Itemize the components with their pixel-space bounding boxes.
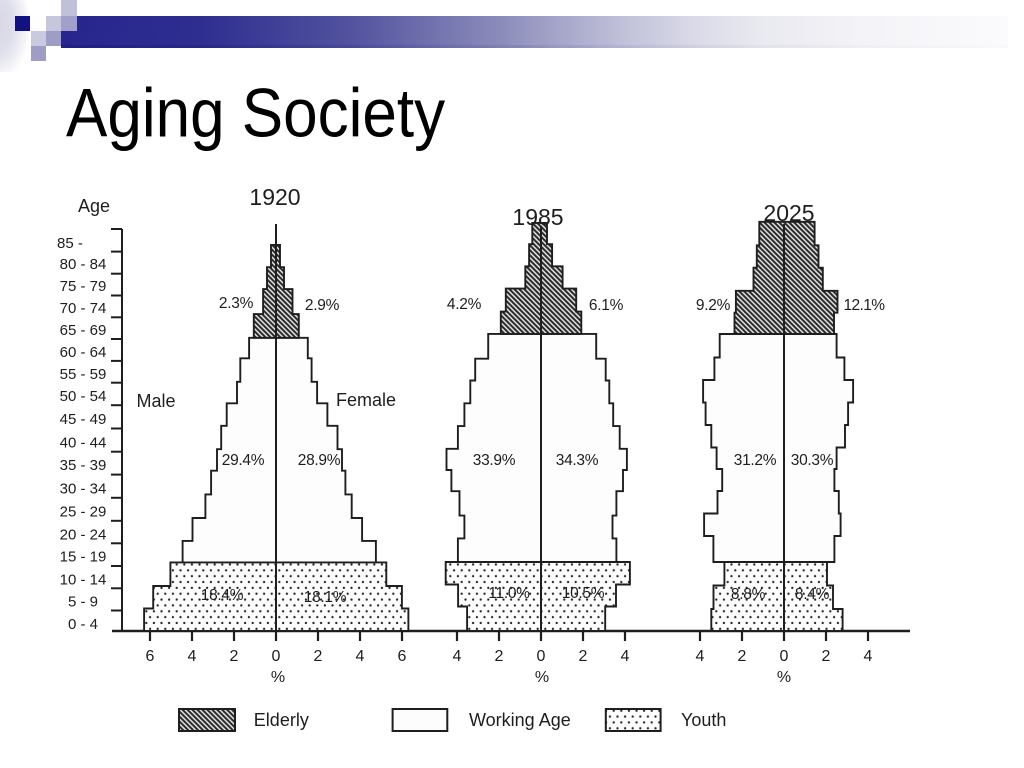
svg-text:8.8%: 8.8% — [731, 586, 766, 603]
svg-text:Working Age: Working Age — [469, 710, 571, 730]
svg-text:30 - 34: 30 - 34 — [60, 480, 107, 497]
svg-text:4: 4 — [864, 648, 873, 665]
svg-text:25 - 29: 25 - 29 — [60, 504, 107, 521]
svg-text:18.4%: 18.4% — [201, 587, 244, 604]
svg-text:28.9%: 28.9% — [298, 452, 341, 469]
svg-text:80 - 84: 80 - 84 — [60, 256, 107, 273]
svg-text:2.3%: 2.3% — [219, 295, 254, 312]
svg-text:75 - 79: 75 - 79 — [60, 278, 107, 295]
svg-text:%: % — [777, 669, 791, 686]
svg-text:Female: Female — [336, 390, 396, 410]
svg-text:8.4%: 8.4% — [795, 586, 830, 603]
svg-text:12.1%: 12.1% — [844, 297, 886, 314]
svg-text:1920: 1920 — [249, 184, 300, 210]
svg-text:2.9%: 2.9% — [305, 297, 340, 314]
svg-text:2: 2 — [579, 648, 588, 665]
svg-text:Youth: Youth — [681, 710, 726, 730]
svg-text:2: 2 — [822, 648, 831, 665]
svg-text:Age: Age — [78, 196, 110, 216]
svg-text:1985: 1985 — [512, 204, 563, 230]
svg-text:55 - 59: 55 - 59 — [60, 366, 107, 383]
svg-text:10.5%: 10.5% — [562, 585, 605, 602]
svg-text:0: 0 — [537, 648, 546, 665]
svg-text:34.3%: 34.3% — [556, 452, 599, 469]
svg-text:2: 2 — [738, 648, 747, 665]
svg-text:Male: Male — [136, 391, 175, 411]
svg-text:10 - 14: 10 - 14 — [60, 572, 107, 589]
svg-text:33.9%: 33.9% — [473, 452, 516, 469]
svg-text:2: 2 — [314, 648, 323, 665]
svg-text:6: 6 — [398, 648, 407, 665]
svg-text:5 - 9: 5 - 9 — [68, 593, 98, 610]
svg-text:2025: 2025 — [763, 200, 814, 226]
svg-text:0: 0 — [780, 648, 789, 665]
svg-text:4: 4 — [453, 648, 462, 665]
svg-text:15 - 19: 15 - 19 — [60, 549, 107, 566]
svg-text:11.0%: 11.0% — [488, 585, 530, 602]
svg-text:Elderly: Elderly — [254, 710, 309, 730]
svg-text:45 - 49: 45 - 49 — [60, 411, 107, 428]
svg-text:4: 4 — [621, 648, 630, 665]
svg-text:2: 2 — [495, 648, 504, 665]
svg-text:50 - 54: 50 - 54 — [60, 388, 107, 405]
svg-text:%: % — [271, 669, 285, 686]
svg-text:2: 2 — [230, 648, 239, 665]
svg-text:35 - 39: 35 - 39 — [60, 457, 107, 474]
svg-text:0: 0 — [272, 648, 281, 665]
svg-text:4: 4 — [188, 648, 197, 665]
svg-text:60 - 64: 60 - 64 — [60, 344, 107, 361]
svg-text:29.4%: 29.4% — [222, 452, 265, 469]
svg-text:4: 4 — [356, 648, 365, 665]
svg-text:4.2%: 4.2% — [447, 296, 482, 313]
svg-text:30.3%: 30.3% — [791, 452, 834, 469]
svg-text:40 - 44: 40 - 44 — [60, 435, 107, 452]
svg-text:4: 4 — [696, 648, 705, 665]
svg-text:20 - 24: 20 - 24 — [60, 526, 107, 543]
svg-text:6.1%: 6.1% — [589, 297, 624, 314]
svg-text:6: 6 — [146, 648, 155, 665]
svg-text:%: % — [535, 669, 549, 686]
svg-text:0 - 4: 0 - 4 — [68, 616, 98, 633]
svg-text:9.2%: 9.2% — [696, 297, 731, 314]
svg-text:85 -: 85 - — [57, 235, 83, 252]
svg-text:65 - 69: 65 - 69 — [60, 322, 107, 339]
svg-text:18.1%: 18.1% — [304, 589, 347, 606]
svg-text:31.2%: 31.2% — [734, 452, 777, 469]
svg-text:70 - 74: 70 - 74 — [60, 300, 107, 317]
